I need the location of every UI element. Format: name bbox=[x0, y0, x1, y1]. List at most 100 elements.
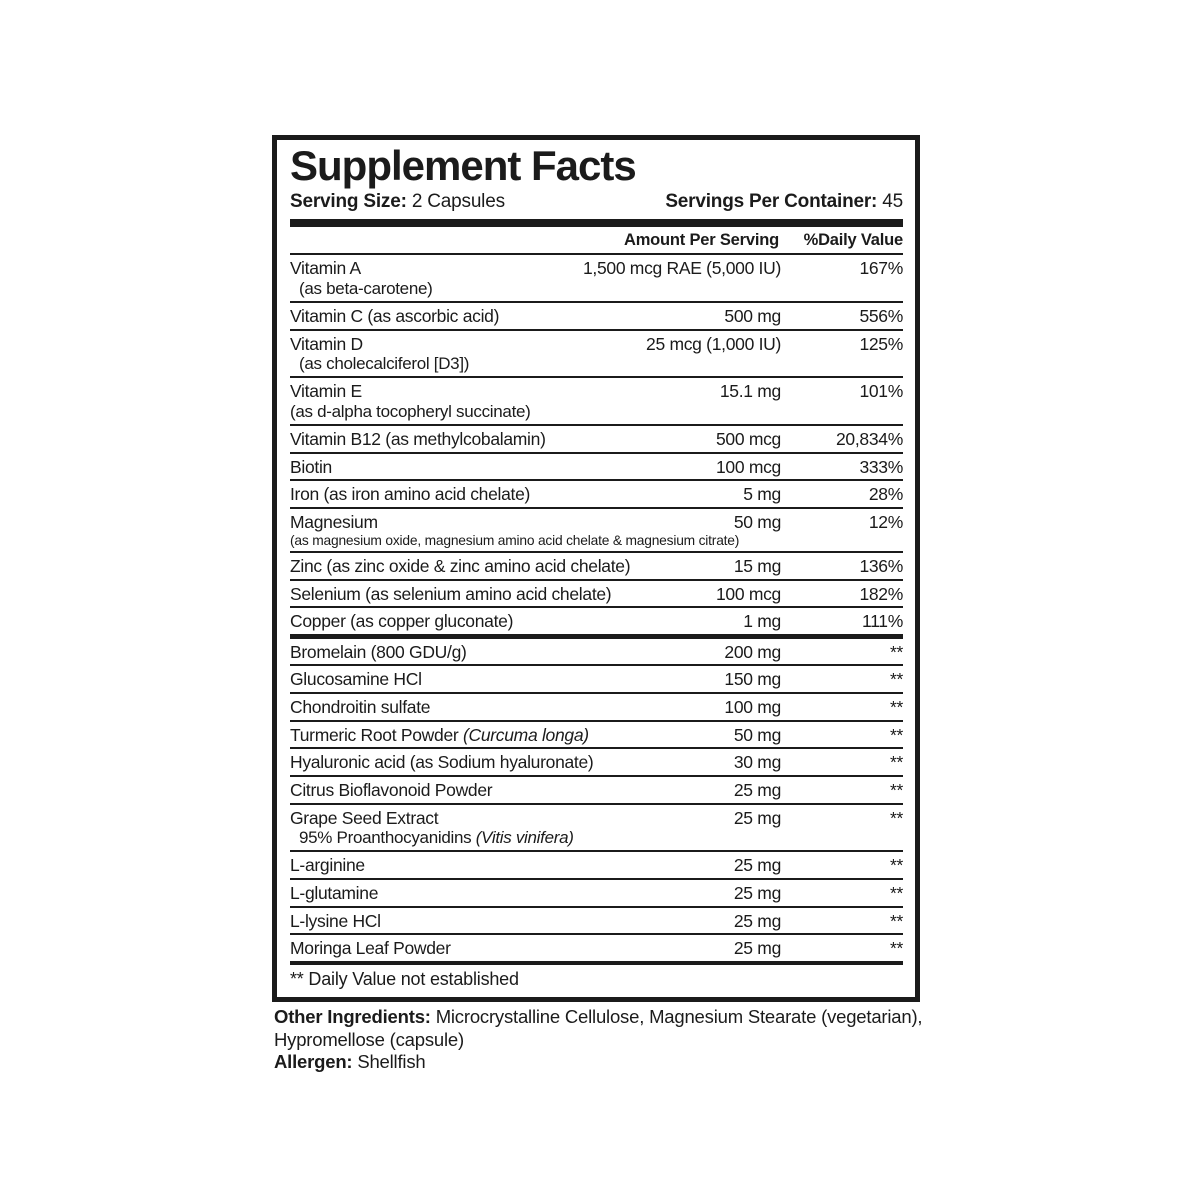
nutrient-dv: 333% bbox=[859, 456, 903, 477]
footer-text: Other Ingredients: Microcrystalline Cell… bbox=[272, 1002, 924, 1074]
nutrient-amount: 15.1 mg bbox=[719, 381, 781, 402]
nutrient-row: Vitamin A 1,500 mcg RAE (5,000 IU) 167% … bbox=[290, 255, 903, 301]
footnote: ** Daily Value not established bbox=[290, 960, 903, 993]
panel-title: Supplement Facts bbox=[290, 142, 637, 189]
nutrient-amount: 50 mg bbox=[733, 724, 781, 745]
nutrient-row: Turmeric Root Powder (Curcuma longa) 50 … bbox=[290, 719, 903, 748]
nutrient-name: Biotin bbox=[290, 456, 332, 477]
dv-column-header: %Daily Value bbox=[803, 231, 904, 250]
nutrient-name: Vitamin E bbox=[290, 381, 362, 402]
nutrient-row: Moringa Leaf Powder 25 mg ** bbox=[290, 933, 903, 961]
nutrient-row: Vitamin B12 (as methylcobalamin) 500 mcg… bbox=[290, 424, 903, 452]
nutrient-dv: ** bbox=[889, 882, 903, 903]
nutrient-amount: 5 mg bbox=[743, 484, 781, 505]
supplement-facts-panel: Supplement Facts Serving Size: 2 Capsule… bbox=[272, 135, 920, 1002]
nutrient-row: Hyaluronic acid (as Sodium hyaluronate) … bbox=[290, 747, 903, 775]
nutrient-dv: ** bbox=[889, 855, 903, 876]
nutrient-descriptor: 95% Proanthocyanidins (Vitis vinifera) bbox=[299, 828, 574, 848]
nutrient-row: Glucosamine HCl 150 mg ** bbox=[290, 664, 903, 692]
nutrient-name: Vitamin D bbox=[290, 333, 363, 354]
nutrient-dv: 12% bbox=[868, 511, 903, 532]
nutrient-amount: 30 mg bbox=[733, 752, 781, 773]
nutrient-dv: ** bbox=[889, 807, 903, 828]
nutrient-name: Vitamin A bbox=[290, 258, 361, 279]
nutrient-name: Chondroitin sulfate bbox=[290, 697, 431, 718]
nutrient-descriptor: (as cholecalciferol [D3]) bbox=[299, 354, 470, 374]
nutrient-row: Vitamin C (as ascorbic acid) 500 mg 556% bbox=[290, 301, 903, 329]
nutrient-dv: ** bbox=[889, 669, 903, 690]
servings-per-container-value: 45 bbox=[882, 191, 903, 213]
nutrient-name: Hyaluronic acid (as Sodium hyaluronate) bbox=[290, 752, 594, 773]
nutrient-amount: 1 mg bbox=[743, 611, 781, 632]
nutrient-amount: 500 mcg bbox=[715, 429, 781, 450]
nutrient-amount: 15 mg bbox=[733, 555, 781, 576]
other-ingredients: Other Ingredients: Microcrystalline Cell… bbox=[274, 1006, 924, 1052]
nutrient-dv: ** bbox=[889, 938, 903, 959]
nutrient-name: Grape Seed Extract bbox=[290, 807, 439, 828]
other-ingredients-value: Microcrystalline Cellulose, Magnesium St… bbox=[274, 1005, 923, 1050]
nutrient-name: Glucosamine HCl bbox=[290, 669, 422, 690]
amount-column-header: Amount Per Serving bbox=[623, 231, 779, 250]
nutrient-name: Iron (as iron amino acid chelate) bbox=[290, 484, 531, 505]
nutrient-name: Vitamin C (as ascorbic acid) bbox=[290, 306, 500, 327]
serving-size: Serving Size: 2 Capsules bbox=[290, 191, 505, 213]
nutrient-dv: ** bbox=[889, 697, 903, 718]
nutrient-amount: 25 mg bbox=[733, 938, 781, 959]
nutrient-dv: ** bbox=[889, 752, 903, 773]
nutrient-name: Vitamin B12 (as methylcobalamin) bbox=[290, 429, 546, 450]
nutrient-descriptor: (as d-alpha tocopheryl succinate) bbox=[290, 402, 531, 422]
nutrient-dv: ** bbox=[889, 641, 903, 662]
nutrient-amount: 200 mg bbox=[724, 641, 781, 662]
serving-size-label: Serving Size: bbox=[290, 191, 407, 213]
nutrient-amount: 100 mcg bbox=[715, 583, 781, 604]
nutrient-amount: 25 mg bbox=[733, 855, 781, 876]
heavy-divider bbox=[290, 219, 903, 228]
servings-per-container-label: Servings Per Container: bbox=[665, 191, 878, 213]
nutrient-name: Zinc (as zinc oxide & zinc amino acid ch… bbox=[290, 555, 631, 576]
nutrient-amount: 50 mg bbox=[733, 511, 781, 532]
serving-size-value: 2 Capsules bbox=[411, 191, 505, 213]
nutrient-amount: 100 mg bbox=[724, 697, 781, 718]
nutrient-row: L-lysine HCl 25 mg ** bbox=[290, 905, 903, 934]
nutrient-row: Zinc (as zinc oxide & zinc amino acid ch… bbox=[290, 550, 903, 579]
nutrient-name: L-glutamine bbox=[290, 882, 379, 903]
servings-per-container: Servings Per Container: 45 bbox=[665, 191, 903, 213]
nutrient-name: Citrus Bioflavonoid Powder bbox=[290, 780, 493, 801]
nutrient-row: Vitamin E 15.1 mg 101% (as d-alpha tocop… bbox=[290, 376, 903, 424]
nutrient-amount: 100 mcg bbox=[715, 456, 781, 477]
nutrient-amount: 150 mg bbox=[724, 669, 781, 690]
nutrient-name: Turmeric Root Powder (Curcuma longa) bbox=[290, 724, 589, 745]
nutrient-dv: 101% bbox=[859, 381, 903, 402]
nutrient-descriptor: (as beta-carotene) bbox=[299, 279, 433, 298]
nutrient-row: Iron (as iron amino acid chelate) 5 mg 2… bbox=[290, 479, 903, 507]
column-header: Amount Per Serving %Daily Value bbox=[290, 227, 904, 256]
label-area: Supplement Facts Serving Size: 2 Capsule… bbox=[272, 135, 924, 1074]
nutrient-row: L-arginine 25 mg ** bbox=[290, 850, 903, 878]
nutrient-amount: 1,500 mcg RAE (5,000 IU) bbox=[582, 258, 781, 279]
nutrient-row: Magnesium 50 mg 12% (as magnesium oxide,… bbox=[290, 506, 903, 551]
serving-line: Serving Size: 2 Capsules Servings Per Co… bbox=[290, 190, 903, 219]
nutrient-name: Bromelain (800 GDU/g) bbox=[290, 641, 467, 662]
nutrient-dv: 167% bbox=[859, 258, 903, 279]
nutrient-dv: 125% bbox=[859, 333, 903, 354]
allergen: Allergen: Shellfish bbox=[274, 1051, 924, 1074]
nutrient-descriptor: (as magnesium oxide, magnesium amino aci… bbox=[290, 532, 740, 548]
nutrient-row: Bromelain (800 GDU/g) 200 mg ** bbox=[290, 633, 903, 665]
nutrient-amount: 25 mg bbox=[733, 882, 781, 903]
other-ingredients-label: Other Ingredients: bbox=[274, 1005, 431, 1027]
nutrient-dv: 28% bbox=[868, 484, 903, 505]
nutrient-name: Copper (as copper gluconate) bbox=[290, 611, 514, 632]
nutrient-amount: 500 mg bbox=[724, 306, 781, 327]
nutrient-row: Grape Seed Extract 25 mg ** 95% Proantho… bbox=[290, 802, 903, 851]
nutrient-name: L-lysine HCl bbox=[290, 910, 381, 931]
nutrient-rows: Vitamin A 1,500 mcg RAE (5,000 IU) 167% … bbox=[290, 255, 903, 961]
nutrient-row: Chondroitin sulfate 100 mg ** bbox=[290, 692, 903, 720]
nutrient-dv: ** bbox=[889, 780, 903, 801]
nutrient-dv: 111% bbox=[862, 611, 903, 632]
allergen-label: Allergen: bbox=[274, 1051, 353, 1073]
nutrient-amount: 25 mg bbox=[733, 910, 781, 931]
nutrient-amount: 25 mg bbox=[733, 780, 781, 801]
nutrient-dv: 20,834% bbox=[836, 429, 903, 450]
nutrient-amount: 25 mcg (1,000 IU) bbox=[646, 333, 781, 354]
nutrient-row: Biotin 100 mcg 333% bbox=[290, 451, 903, 480]
